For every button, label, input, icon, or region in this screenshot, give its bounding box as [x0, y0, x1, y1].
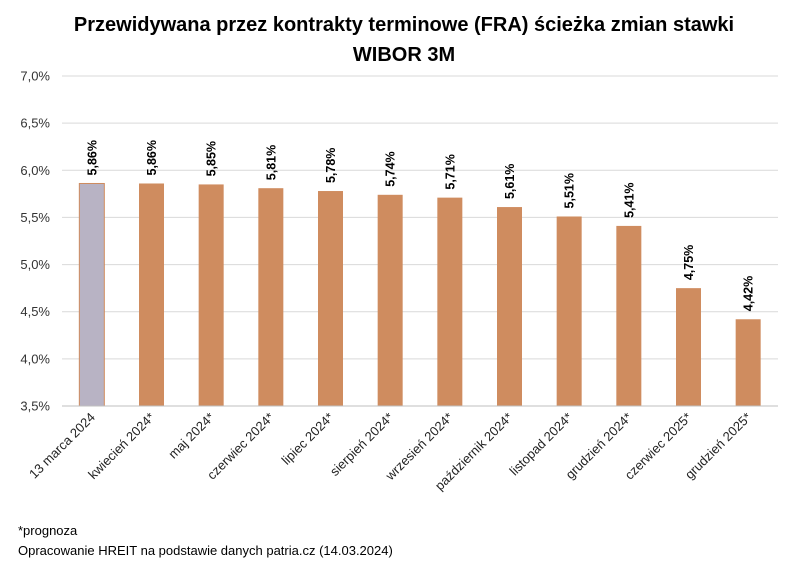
x-category-label: lipiec 2024*: [278, 410, 336, 468]
y-tick-label: 4,0%: [20, 351, 50, 366]
data-label: 5,78%: [324, 148, 338, 183]
y-tick-label: 6,0%: [20, 163, 50, 178]
data-label: 5,71%: [443, 154, 457, 189]
data-label: 5,41%: [622, 182, 636, 217]
data-label: 5,86%: [145, 140, 159, 175]
bar-forecast: [198, 184, 224, 406]
y-tick-label: 7,0%: [20, 69, 50, 84]
x-category-label: maj 2024*: [165, 410, 217, 462]
data-label: 4,42%: [742, 276, 756, 311]
chart-title-line-1: Przewidywana przez kontrakty terminowe (…: [73, 14, 735, 36]
bar-forecast: [377, 194, 403, 406]
data-label: 5,81%: [264, 145, 278, 180]
bar-forecast: [318, 191, 343, 406]
forecast-note: *prognoza: [18, 523, 78, 538]
footnote: *prognoza Opracowanie HREIT na podstawie…: [18, 521, 393, 561]
source-note: Opracowanie HREIT na podstawie danych pa…: [18, 543, 393, 558]
y-tick-label: 6,5%: [20, 116, 50, 131]
data-label: 5,74%: [384, 151, 398, 186]
chart-title-line-2: WIBOR 3M: [352, 44, 456, 66]
bar-actual: [78, 182, 105, 407]
data-label: 5,85%: [205, 141, 219, 176]
data-label: 5,51%: [563, 173, 577, 208]
bar-forecast: [258, 188, 284, 406]
bar-forecast: [616, 225, 642, 406]
data-label: 5,86%: [85, 140, 99, 175]
chart-title: Przewidywana przez kontrakty terminowe (…: [0, 10, 808, 70]
bar-forecast: [497, 207, 522, 406]
y-tick-label: 3,5%: [20, 399, 50, 414]
bar-forecast: [676, 288, 701, 406]
data-label: 5,61%: [503, 164, 517, 199]
bar-forecast: [556, 216, 582, 406]
bar-forecast: [735, 319, 761, 406]
y-tick-label: 5,5%: [20, 210, 50, 225]
bar-forecast: [437, 197, 463, 406]
y-tick-label: 5,0%: [20, 257, 50, 272]
y-tick-label: 4,5%: [20, 304, 50, 319]
data-label: 4,75%: [682, 245, 696, 280]
bar-forecast: [139, 183, 164, 406]
